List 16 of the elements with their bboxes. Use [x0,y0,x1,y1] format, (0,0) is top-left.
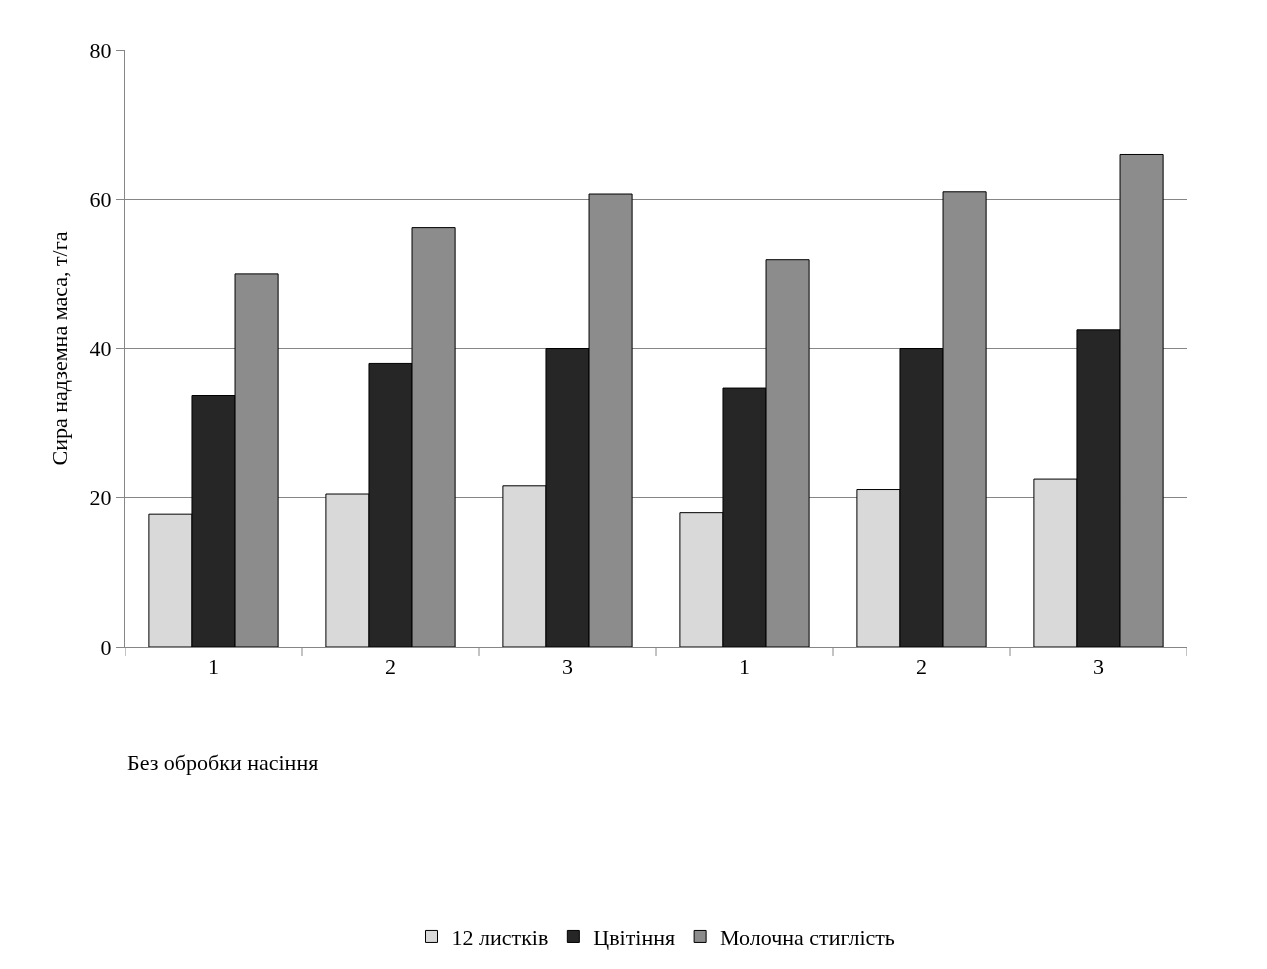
text: Без обробки насіння [127,750,319,775]
legend-label: Молочна стиглість [720,925,895,951]
x-tick-label: 2 [916,654,927,680]
y-tick-label: 80 [89,37,112,63]
x-tick-label: 3 [562,654,573,680]
y-tick-label: 60 [89,186,112,212]
x-tick-label: 2 [385,654,396,680]
y-tick-label: 0 [100,634,112,660]
legend-label: Цвітіння [593,925,676,951]
y-axis-title: Сира надземна маса, т/га [47,231,73,466]
y-tick-label: 40 [89,336,112,362]
x-tick-label: 1 [739,654,750,680]
x-tick-label: 1 [208,654,219,680]
legend-label: 12 листків [451,925,549,951]
y-tick-label: 20 [89,485,112,511]
x-tick-label: 3 [1093,654,1104,680]
